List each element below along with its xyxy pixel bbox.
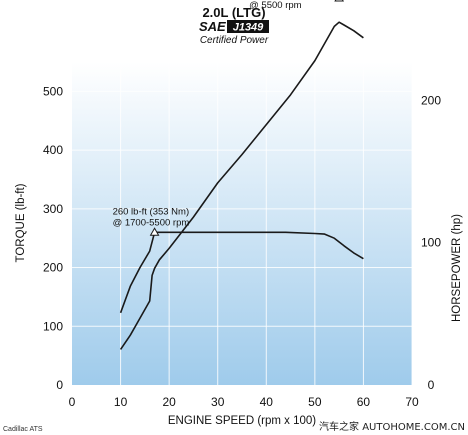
certified-power-text: Certified Power [200,35,269,46]
left-tick-label: 500 [43,84,63,98]
watermark: 汽车之家 AUTOHOME.COM.CN [319,420,465,433]
model-label: Cadillac ATS [3,426,43,433]
x-tick-label: 0 [69,395,76,409]
x-axis-title: ENGINE SPEED (rpm x 100) [168,415,316,427]
left-axis-title: TORQUE (lb-ft) [15,183,27,262]
gridlines [72,62,413,385]
annotation-line: @ 5500 rpm [249,0,302,11]
left-tick-label: 200 [43,261,63,275]
plot-area [72,62,412,385]
sae-badge [227,20,269,33]
torque-curve [119,231,364,314]
x-axis-ticks: 0 10 20 30 40 50 60 70 [69,395,419,409]
x-tick-label: 10 [114,395,128,409]
right-tick-label: 0 [428,378,435,392]
right-axis-ticks: 0 100 200 [421,93,441,392]
left-tick-label: 300 [43,202,63,216]
horsepower-curve [119,21,364,350]
series-group [119,21,364,350]
peak-marker [334,0,345,2]
x-tick-label: 30 [211,395,225,409]
sae-text: SAE [199,19,226,34]
x-tick-label: 50 [308,395,322,409]
left-tick-label: 400 [43,143,63,157]
right-tick-label: 200 [421,93,441,107]
annotations: 272 hp (203 kW)@ 5500 rpm 260 lb-ft (353 … [113,0,345,236]
left-axis-ticks: 0 100 200 300 400 500 [43,84,63,392]
right-tick-label: 100 [421,236,441,250]
left-tick-label: 0 [56,378,63,392]
x-tick-label: 20 [162,395,176,409]
sae-logo: SAE J1349 Certified Power [199,19,269,46]
x-tick-label: 40 [260,395,274,409]
annotation-label: 260 lb-ft (353 Nm)@ 1700-5500 rpm [113,206,190,228]
right-axis-title: HORSEPOWER (hp) [451,214,463,322]
left-tick-label: 100 [43,319,63,333]
annotation-label: 272 hp (203 kW)@ 5500 rpm [249,0,302,11]
x-tick-label: 60 [357,395,371,409]
x-tick-label: 70 [405,395,419,409]
sae-standard: J1349 [233,22,264,34]
annotation-line: @ 1700-5500 rpm [113,217,190,228]
chart-title: 2.0L (LTG) [202,5,265,20]
annotation-line: 260 lb-ft (353 Nm) [113,206,190,217]
peak-marker [149,227,160,236]
